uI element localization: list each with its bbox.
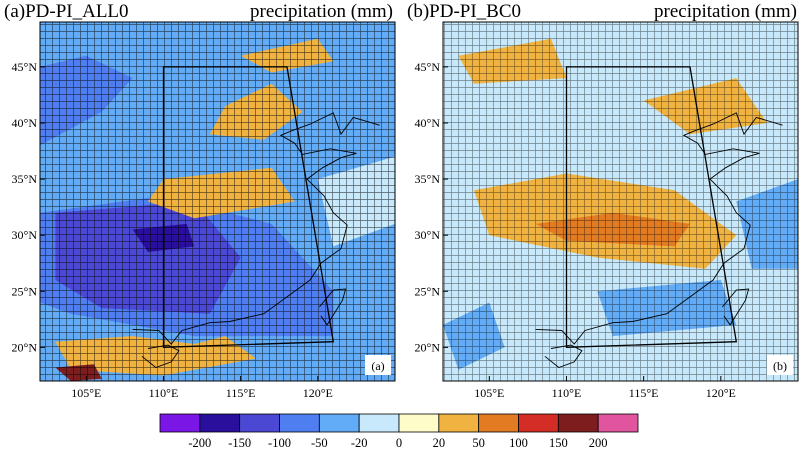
panel-b-region-box: [565, 66, 738, 348]
colorbar-label: 0: [396, 436, 402, 450]
panel-a: (a)PD-PI_ALL0 precipitation (mm) (a) 105…: [4, 1, 396, 400]
panel-b-coastline-0: [535, 112, 783, 345]
panel-a-title: (a)PD-PI_ALL0: [4, 1, 129, 22]
colorbar-label: 100: [509, 436, 528, 450]
panel-b-y-tick-label: 35°N: [415, 172, 441, 186]
colorbar-label: -200: [188, 436, 211, 450]
panel-a-corner-label: (a): [371, 359, 384, 373]
panel-b: (b)PD-PI_BC0 precipitation (mm) (b) 105°…: [407, 1, 799, 400]
colorbar-swatch: [398, 413, 440, 433]
panel-b-coastline-1: [722, 288, 750, 326]
colorbar-swatch: [159, 413, 201, 433]
panel-a-y-tick-label: 45°N: [12, 60, 38, 74]
panel-b-y-tick-label: 40°N: [415, 116, 441, 130]
panel-b-significance-hatching: [443, 22, 798, 381]
colorbar-swatch: [518, 413, 559, 433]
panel-b-y-axis: 20°N 25°N 30°N 35°N 40°N 45°N: [415, 60, 448, 354]
colorbar-swatch: [557, 413, 599, 433]
panel-a-corner-box: [365, 355, 391, 375]
panel-a-y-axis: 20°N 25°N 30°N 35°N 40°N 45°N: [12, 60, 45, 354]
panel-b-title: (b)PD-PI_BC0: [407, 1, 521, 22]
colorbar-label: 150: [549, 436, 568, 450]
panel-a-frame: [39, 21, 396, 382]
panel-a-y-tick-label: 30°N: [12, 228, 38, 242]
panel-a-coastline-1: [319, 288, 347, 326]
panel-b-y-tick-label: 30°N: [415, 228, 441, 242]
panel-a-region-box: [162, 66, 335, 348]
panel-b-coastline: [535, 112, 783, 369]
panel-a-x-tick-label: 120°E: [303, 386, 333, 400]
panel-b-x-tick-label: 120°E: [706, 386, 736, 400]
colorbar-label: -20: [351, 436, 368, 450]
colorbar-label: -150: [228, 436, 251, 450]
colorbar-label: 50: [472, 436, 485, 450]
colorbar-swatch: [239, 413, 280, 433]
panel-a-y-tick-label: 20°N: [12, 340, 38, 354]
colorbar-label: 20: [433, 436, 446, 450]
panel-a-coastline: [132, 112, 380, 369]
panel-b-y-tick-label: 25°N: [415, 284, 441, 298]
panel-b-corner-label: (b): [773, 359, 787, 373]
colorbar-swatch: [478, 413, 519, 433]
panel-b-corner-box: [767, 355, 793, 375]
colorbar-label: -50: [311, 436, 328, 450]
panel-b-x-axis: 105°E 110°E 115°E 120°E: [474, 376, 736, 400]
panel-b-y-tick-label: 45°N: [415, 60, 441, 74]
panel-a-y-tick-label: 25°N: [12, 284, 38, 298]
panel-a-x-tick-label: 110°E: [149, 386, 179, 400]
colorbar: -200 -150 -100 -50 -20 0 20 50 100 150 200: [159, 413, 639, 450]
panel-b-x-tick-label: 105°E: [474, 386, 504, 400]
colorbar-swatch: [438, 413, 480, 433]
panel-b-coastline-2: [544, 344, 583, 369]
panel-b-x-tick-label: 115°E: [629, 386, 659, 400]
panel-b-x-tick-label: 110°E: [552, 386, 582, 400]
panel-a-x-tick-label: 105°E: [71, 386, 101, 400]
panel-a-significance-hatching: [40, 22, 395, 381]
colorbar-label: -100: [268, 436, 291, 450]
panel-a-subtitle: precipitation (mm): [250, 1, 393, 22]
panel-b-frame: [442, 21, 799, 382]
panel-a-coastline-0: [132, 112, 380, 345]
panel-a-x-axis: 105°E 110°E 115°E 120°E: [71, 376, 333, 400]
panel-b-y-tick-label: 20°N: [415, 340, 441, 354]
panel-a-y-tick-label: 40°N: [12, 116, 38, 130]
panel-a-x-tick-label: 115°E: [226, 386, 256, 400]
panel-a-y-tick-label: 35°N: [12, 172, 38, 186]
colorbar-swatch: [318, 413, 360, 433]
colorbar-swatch: [358, 413, 400, 433]
colorbar-swatch: [597, 413, 639, 433]
colorbar-swatch: [279, 413, 320, 433]
panel-a-coastline-2: [141, 344, 180, 369]
panel-b-subtitle: precipitation (mm): [654, 1, 797, 22]
colorbar-swatch: [199, 413, 241, 433]
colorbar-label: 200: [589, 436, 608, 450]
